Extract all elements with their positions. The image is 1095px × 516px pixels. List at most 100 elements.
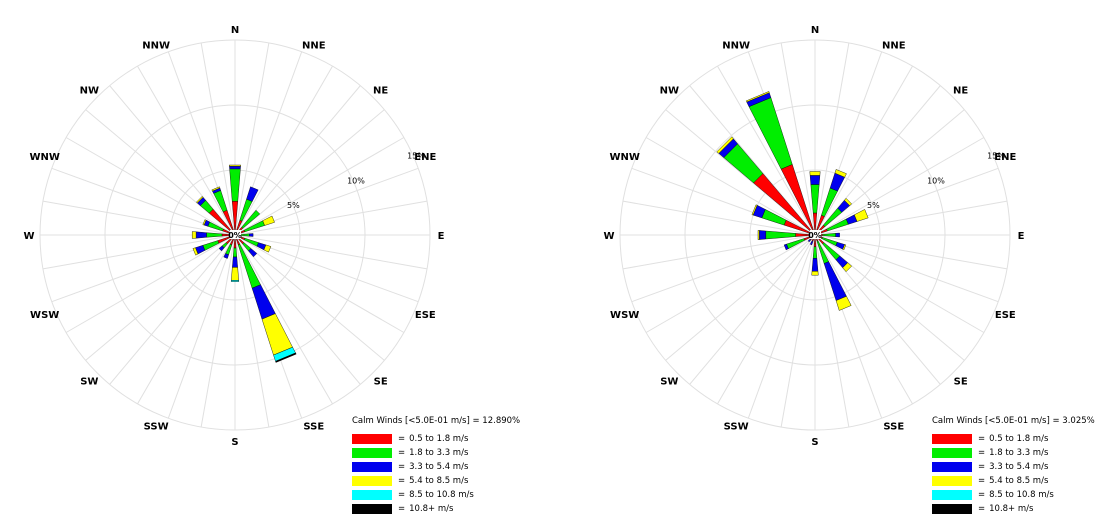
direction-label-sse: SSE: [303, 421, 324, 432]
petal-nne-bin-3: [834, 169, 847, 178]
direction-label-ne: NE: [373, 85, 388, 96]
legend-entry: = 1.8 to 3.3 m/s: [352, 446, 527, 460]
petal-w-bin-1: [765, 230, 796, 240]
legend-entry: = 8.5 to 10.8 m/s: [352, 488, 527, 502]
legend-entry: = 0.5 to 1.8 m/s: [352, 432, 527, 446]
grid-spoke: [622, 234, 816, 270]
grid-spoke: [814, 234, 1008, 270]
direction-label-ssw: SSW: [724, 421, 749, 432]
direction-label-w: W: [603, 231, 614, 242]
direction-label-e: E: [438, 231, 445, 242]
grid-spoke: [622, 200, 816, 236]
direction-label-nnw: NNW: [722, 41, 750, 52]
grid-spoke: [234, 200, 428, 236]
legend-swatch: [352, 490, 392, 500]
petal-sw-bin-2: [807, 238, 812, 243]
legend-left: Calm Winds [<5.0E-01 m/s] = 12.890% = 0.5…: [352, 416, 527, 516]
center-backdrop: [810, 230, 821, 239]
petal-nw-bin-3: [716, 136, 734, 154]
legend-swatch: [932, 476, 972, 486]
grid-spoke: [65, 137, 236, 236]
direction-label-nw: NW: [80, 85, 99, 96]
grid-spoke: [167, 234, 236, 419]
petal-ssw-bin-2: [223, 253, 229, 259]
petal-w-bin-2: [195, 231, 207, 239]
legend-swatch: [352, 434, 392, 444]
center-label: 0%: [228, 231, 242, 240]
petal-nne-bin-2: [246, 186, 259, 202]
grid-spoke: [109, 234, 236, 385]
grid-spoke: [717, 65, 816, 236]
grid-spoke: [814, 200, 1008, 236]
legend-swatch: [352, 462, 392, 472]
petal-nw-bin-3: [196, 196, 204, 204]
direction-label-se: SE: [954, 377, 968, 388]
legend-swatch: [932, 504, 972, 514]
legend-entry: = 3.3 to 5.4 m/s: [932, 460, 1095, 474]
direction-label-ene: ENE: [414, 152, 436, 163]
grid-spoke: [65, 234, 236, 333]
grid-spoke: [234, 234, 428, 270]
direction-label-s: S: [231, 437, 238, 448]
grid-spoke: [42, 234, 236, 270]
petal-wnw-bin-3: [202, 219, 207, 226]
legend-entry: = 8.5 to 10.8 m/s: [932, 488, 1095, 502]
petal-w-bin-1: [206, 232, 223, 238]
petal-e-bin-2: [249, 233, 254, 237]
grid-spoke: [814, 234, 985, 333]
petal-n-bin-3: [228, 164, 242, 167]
ring-label: 5%: [867, 201, 880, 210]
legend-label: 0.5 to 1.8 m/s: [989, 434, 1049, 444]
legend-swatch: [932, 434, 972, 444]
petal-ssw-bin-2: [809, 240, 814, 246]
legend-swatch: [352, 504, 392, 514]
petal-ne-bin-3: [844, 198, 852, 206]
petal-ese-bin-3: [842, 244, 847, 251]
grid-spoke: [234, 234, 361, 385]
legend-label: 0.5 to 1.8 m/s: [409, 434, 469, 444]
grid-spoke: [814, 42, 850, 236]
legend-right: Calm Winds [<5.0E-01 m/s] = 3.025% = 0.5 …: [932, 416, 1095, 516]
direction-label-nne: NNE: [882, 41, 906, 52]
petal-w-bin-2: [759, 230, 766, 240]
ring-label: 5%: [287, 201, 300, 210]
direction-label-se: SE: [374, 377, 388, 388]
legend-entry: = 1.8 to 3.3 m/s: [932, 446, 1095, 460]
direction-label-wnw: WNW: [29, 152, 59, 163]
direction-label-wsw: WSW: [30, 310, 59, 321]
petal-s-bin-2: [232, 256, 238, 268]
petal-ne-bin-1: [241, 209, 261, 229]
direction-label-e: E: [1018, 231, 1025, 242]
grid-spoke: [137, 65, 236, 236]
legend-entry: = 0.5 to 1.8 m/s: [932, 432, 1095, 446]
direction-label-wsw: WSW: [610, 310, 639, 321]
direction-label-ne: NE: [953, 85, 968, 96]
petal-n-bin-3: [809, 171, 821, 176]
direction-label-nnw: NNW: [142, 41, 170, 52]
petal-e-bin-2: [835, 232, 840, 238]
legend-label: 8.5 to 10.8 m/s: [989, 490, 1054, 500]
grid-spoke: [780, 234, 816, 428]
petal-s-bin-4: [230, 280, 240, 282]
calm-winds-label: Calm Winds [<5.0E-01 m/s] = 3.025%: [932, 416, 1095, 426]
grid-spoke: [234, 65, 333, 236]
grid-spoke: [234, 137, 405, 236]
direction-label-wnw: WNW: [609, 152, 639, 163]
wind-rose-left: 5% 10% 15% N NNE NE ENE E ESE SE SSE S SSW SW WSW W WNW N…: [23, 25, 444, 448]
grid-spoke: [665, 234, 816, 361]
legend-label: 8.5 to 10.8 m/s: [409, 490, 474, 500]
grid-spoke: [814, 65, 913, 236]
legend-label: 10.8+ m/s: [989, 504, 1034, 514]
direction-label-n: N: [231, 25, 239, 36]
direction-label-ssw: SSW: [144, 421, 169, 432]
petals: [191, 164, 297, 363]
legend-swatch: [932, 448, 972, 458]
petal-sw-bin-2: [218, 245, 225, 252]
grid-spoke: [137, 234, 236, 405]
petal-s-bin-1: [812, 246, 818, 259]
legend-swatch: [932, 462, 972, 472]
grid-spoke: [814, 234, 850, 428]
petal-s-bin-1: [232, 247, 238, 258]
petal-sse-bin-3: [835, 296, 852, 311]
